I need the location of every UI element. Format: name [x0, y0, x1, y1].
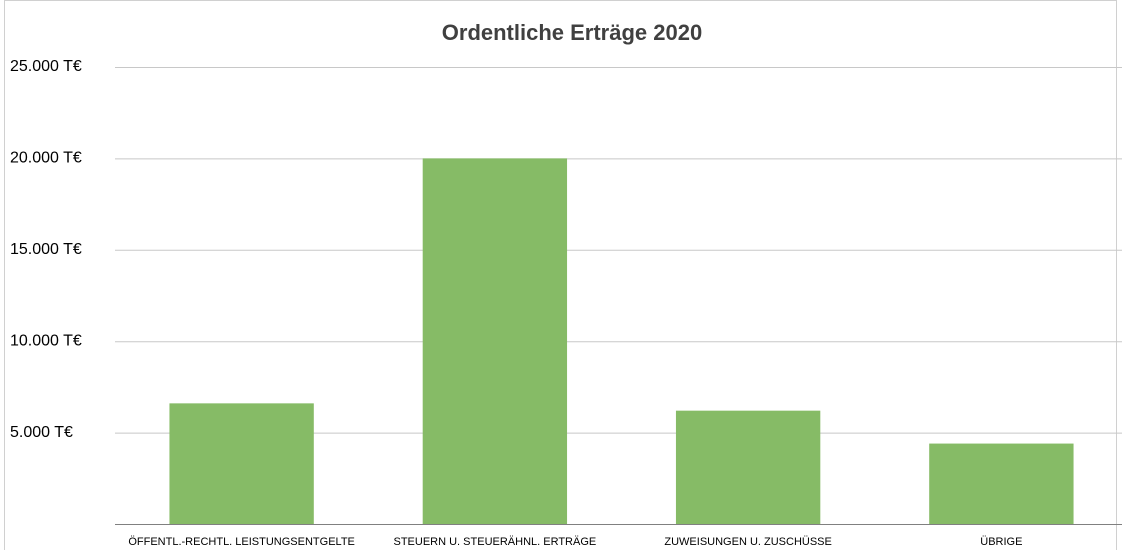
bar — [929, 443, 1074, 524]
x-tick-label: STEUERN U. STEUERÄHNL. ERTRÄGE — [394, 536, 597, 548]
x-tick-label: ÖFFENTL.-RECHTL. LEISTUNGSENTGELTE — [128, 536, 355, 548]
bar — [169, 403, 314, 524]
chart-title: Ordentliche Erträge 2020 — [442, 20, 702, 45]
y-tick-label: 25.000 T€ — [10, 58, 82, 75]
y-tick-label: 15.000 T€ — [10, 241, 82, 258]
y-tick-label: 20.000 T€ — [10, 150, 82, 167]
bar — [422, 158, 568, 524]
y-tick-label: 5.000 T€ — [10, 424, 73, 441]
chart-border — [4, 0, 1117, 550]
x-tick-label: ZUWEISUNGEN U. ZUSCHÜSSE — [664, 536, 831, 548]
bar — [675, 410, 821, 524]
y-tick-label: 10.000 T€ — [10, 332, 82, 349]
x-tick-label: ÜBRIGE — [980, 536, 1022, 548]
